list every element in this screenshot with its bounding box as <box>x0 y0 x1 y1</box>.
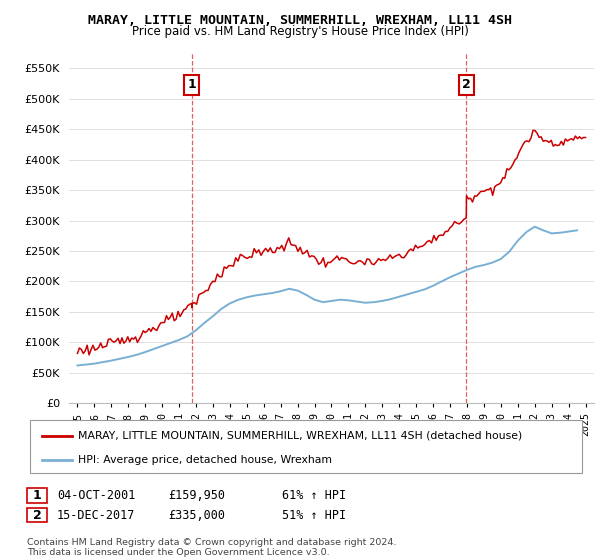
Text: 1: 1 <box>187 78 196 91</box>
Text: 51% ↑ HPI: 51% ↑ HPI <box>282 508 346 522</box>
Text: 2: 2 <box>462 78 470 91</box>
Text: Contains HM Land Registry data © Crown copyright and database right 2024.
This d: Contains HM Land Registry data © Crown c… <box>27 538 397 557</box>
Text: 1: 1 <box>33 489 41 502</box>
Text: Price paid vs. HM Land Registry's House Price Index (HPI): Price paid vs. HM Land Registry's House … <box>131 25 469 38</box>
Text: 2: 2 <box>33 508 41 522</box>
Text: 15-DEC-2017: 15-DEC-2017 <box>57 508 136 522</box>
Text: MARAY, LITTLE MOUNTAIN, SUMMERHILL, WREXHAM, LL11 4SH (detached house): MARAY, LITTLE MOUNTAIN, SUMMERHILL, WREX… <box>78 431 522 441</box>
Text: MARAY, LITTLE MOUNTAIN, SUMMERHILL, WREXHAM, LL11 4SH: MARAY, LITTLE MOUNTAIN, SUMMERHILL, WREX… <box>88 14 512 27</box>
Text: HPI: Average price, detached house, Wrexham: HPI: Average price, detached house, Wrex… <box>78 455 332 465</box>
Text: £335,000: £335,000 <box>168 508 225 522</box>
Text: £159,950: £159,950 <box>168 489 225 502</box>
Text: 04-OCT-2001: 04-OCT-2001 <box>57 489 136 502</box>
Text: 61% ↑ HPI: 61% ↑ HPI <box>282 489 346 502</box>
